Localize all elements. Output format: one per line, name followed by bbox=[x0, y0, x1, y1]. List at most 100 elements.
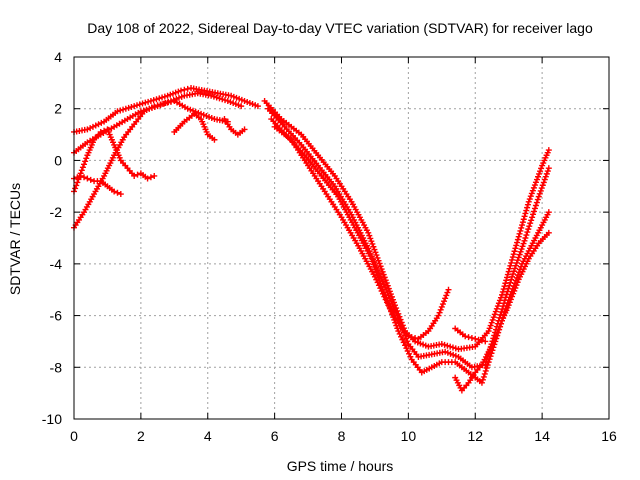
x-tick-label: 0 bbox=[70, 428, 78, 444]
data-point bbox=[101, 127, 108, 134]
data-point bbox=[372, 249, 379, 256]
data-point bbox=[509, 271, 516, 278]
data-point bbox=[390, 303, 397, 310]
data-point bbox=[133, 102, 140, 109]
data-point bbox=[508, 276, 515, 283]
data-point bbox=[447, 343, 454, 350]
data-point bbox=[81, 161, 88, 168]
x-tick-label: 14 bbox=[534, 428, 550, 444]
data-point bbox=[380, 271, 387, 278]
y-tick-label: 2 bbox=[54, 101, 62, 117]
data-point bbox=[497, 320, 504, 327]
data-point bbox=[487, 353, 494, 360]
data-point bbox=[478, 379, 485, 386]
data-point bbox=[436, 309, 443, 316]
data-point bbox=[525, 226, 532, 233]
data-point bbox=[114, 189, 121, 196]
data-point bbox=[406, 350, 413, 357]
data-point bbox=[513, 259, 520, 266]
data-point bbox=[528, 217, 535, 224]
data-point bbox=[375, 257, 382, 264]
data-point bbox=[524, 204, 531, 211]
data-point bbox=[369, 240, 376, 247]
data-point bbox=[370, 243, 377, 250]
x-tick-label: 12 bbox=[467, 428, 483, 444]
data-point bbox=[377, 263, 384, 270]
data-point bbox=[525, 198, 532, 205]
series-track-3 bbox=[71, 97, 231, 231]
data-point bbox=[487, 322, 494, 329]
data-point bbox=[524, 229, 531, 236]
data-point bbox=[536, 170, 543, 177]
data-point bbox=[517, 227, 524, 234]
data-point bbox=[92, 122, 99, 129]
data-point bbox=[518, 246, 525, 253]
data-point bbox=[537, 168, 544, 175]
series-track-11 bbox=[271, 123, 452, 342]
data-point bbox=[485, 328, 492, 335]
data-point bbox=[371, 264, 378, 271]
y-tick-label: -10 bbox=[42, 411, 62, 427]
data-point bbox=[131, 103, 138, 110]
y-tick-labels: 4 2 0 -2 -4 -6 -8 -10 bbox=[42, 49, 62, 427]
data-point bbox=[74, 174, 81, 181]
data-point bbox=[79, 164, 86, 171]
data-point bbox=[521, 213, 528, 220]
data-point bbox=[519, 222, 526, 229]
data-point bbox=[535, 193, 542, 200]
data-point bbox=[490, 314, 497, 321]
data-point bbox=[366, 232, 373, 239]
data-point bbox=[514, 236, 521, 243]
data-point bbox=[378, 266, 385, 273]
data-point bbox=[526, 196, 533, 203]
data-point bbox=[408, 334, 415, 341]
data-point bbox=[506, 299, 513, 306]
data-point bbox=[530, 184, 537, 191]
data-point bbox=[157, 101, 164, 108]
data-point bbox=[117, 191, 124, 198]
data-point bbox=[147, 174, 154, 181]
data-point bbox=[484, 362, 491, 369]
data-point bbox=[154, 102, 161, 109]
x-tick-label: 8 bbox=[338, 428, 346, 444]
x-tick-label: 6 bbox=[271, 428, 279, 444]
data-point bbox=[509, 254, 516, 261]
data-point bbox=[153, 96, 160, 103]
data-point bbox=[526, 223, 533, 230]
data-point bbox=[81, 174, 88, 181]
data-point bbox=[524, 201, 531, 208]
data-point bbox=[150, 97, 157, 104]
data-point bbox=[389, 301, 396, 308]
x-axis-label: GPS time / hours bbox=[287, 458, 394, 474]
data-point bbox=[145, 98, 152, 105]
data-point bbox=[534, 196, 541, 203]
data-point bbox=[151, 172, 158, 179]
data-point bbox=[542, 173, 549, 180]
y-tick-label: -8 bbox=[50, 359, 63, 375]
data-point bbox=[435, 312, 442, 319]
data-point bbox=[391, 306, 398, 313]
data-point bbox=[489, 316, 496, 323]
data-point bbox=[492, 335, 499, 342]
data-point bbox=[83, 155, 90, 162]
data-point bbox=[441, 341, 448, 348]
data-point bbox=[515, 233, 522, 240]
data-point bbox=[511, 287, 518, 294]
data-point bbox=[211, 136, 218, 143]
data-point bbox=[519, 243, 526, 250]
data-point bbox=[530, 211, 537, 218]
data-point bbox=[254, 103, 261, 110]
data-point bbox=[512, 262, 519, 269]
data-point bbox=[122, 105, 129, 112]
data-point bbox=[495, 326, 502, 333]
data-point bbox=[139, 100, 146, 107]
data-point bbox=[523, 232, 530, 239]
data-point bbox=[507, 279, 514, 286]
data-point bbox=[483, 365, 490, 372]
data-point bbox=[533, 176, 540, 183]
data-point bbox=[128, 103, 135, 110]
data-point bbox=[238, 103, 245, 110]
data-point bbox=[382, 277, 389, 284]
series-track-7 bbox=[221, 116, 248, 138]
data-point bbox=[437, 306, 444, 313]
